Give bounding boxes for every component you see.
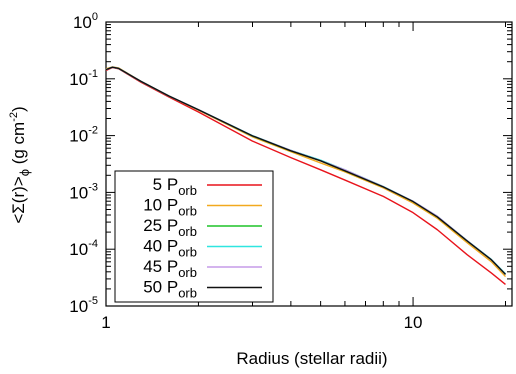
y-axis-title-unit-close: ) [9, 106, 28, 112]
y-tick-label: 10-1 [69, 68, 98, 89]
legend-label-40: 40 Porb [143, 237, 197, 260]
y-tick-exponent: -3 [88, 181, 98, 193]
y-tick-exponent: -4 [88, 238, 98, 250]
plot-border [105, 21, 513, 307]
series-line-50 [105, 66, 506, 275]
legend-label-number: 25 P [143, 216, 178, 235]
y-tick-exponent: 0 [92, 11, 98, 23]
legend-label-subscript: orb [178, 286, 197, 301]
y-tick-label: 10-4 [69, 238, 98, 259]
series-lines [105, 66, 506, 285]
y-tick-label: 10-3 [69, 181, 98, 202]
legend-label-number: 40 P [143, 237, 178, 256]
y-axis-title-unit-sup: -2 [8, 112, 20, 122]
legend-label-number: 50 P [143, 278, 178, 297]
y-tick-base: 10 [69, 70, 88, 89]
y-tick-label: 100 [73, 11, 98, 32]
legend-label-number: 10 P [143, 196, 178, 215]
legend-label-number: 5 P [153, 175, 179, 194]
y-tick-exponent: -2 [88, 125, 98, 137]
legend-label-subscript: orb [178, 265, 197, 280]
y-tick-label: 10-5 [69, 295, 98, 316]
y-tick-base: 10 [69, 127, 88, 146]
legend-label-subscript: orb [178, 183, 197, 198]
legend-label-50: 50 Porb [143, 278, 197, 301]
y-axis-title: <Σ(r)>ϕ (g cm-2) [8, 106, 32, 223]
y-tick-base: 10 [69, 183, 88, 202]
y-tick-exponent: -1 [88, 68, 98, 80]
legend-label-number: 45 P [143, 257, 178, 276]
legend-label-subscript: orb [178, 224, 197, 239]
y-tick-base: 10 [69, 240, 88, 259]
legend-label-subscript: orb [178, 204, 197, 219]
plot-frame [105, 21, 513, 307]
x-axis-title: Radius (stellar radii) [236, 349, 387, 368]
x-tick-label: 10 [404, 313, 423, 332]
y-tick-exponent: -5 [88, 295, 98, 307]
legend-label-45: 45 Porb [143, 257, 197, 280]
y-tick-base: 10 [73, 13, 92, 32]
y-axis-title-sub: ϕ [17, 169, 32, 176]
legend-label-5: 5 Porb [153, 175, 197, 198]
legend-box [114, 170, 274, 303]
legend-label-25: 25 Porb [143, 216, 197, 239]
y-axis-title-unit: (g cm [9, 122, 28, 169]
legend-label-subscript: orb [178, 245, 197, 260]
legend-label-10: 10 Porb [143, 196, 197, 219]
y-tick-base: 10 [69, 297, 88, 316]
y-axis-title-main: <Σ(r)> [9, 176, 28, 223]
y-tick-label: 10-2 [69, 125, 98, 146]
x-tick-label: 1 [101, 313, 110, 332]
